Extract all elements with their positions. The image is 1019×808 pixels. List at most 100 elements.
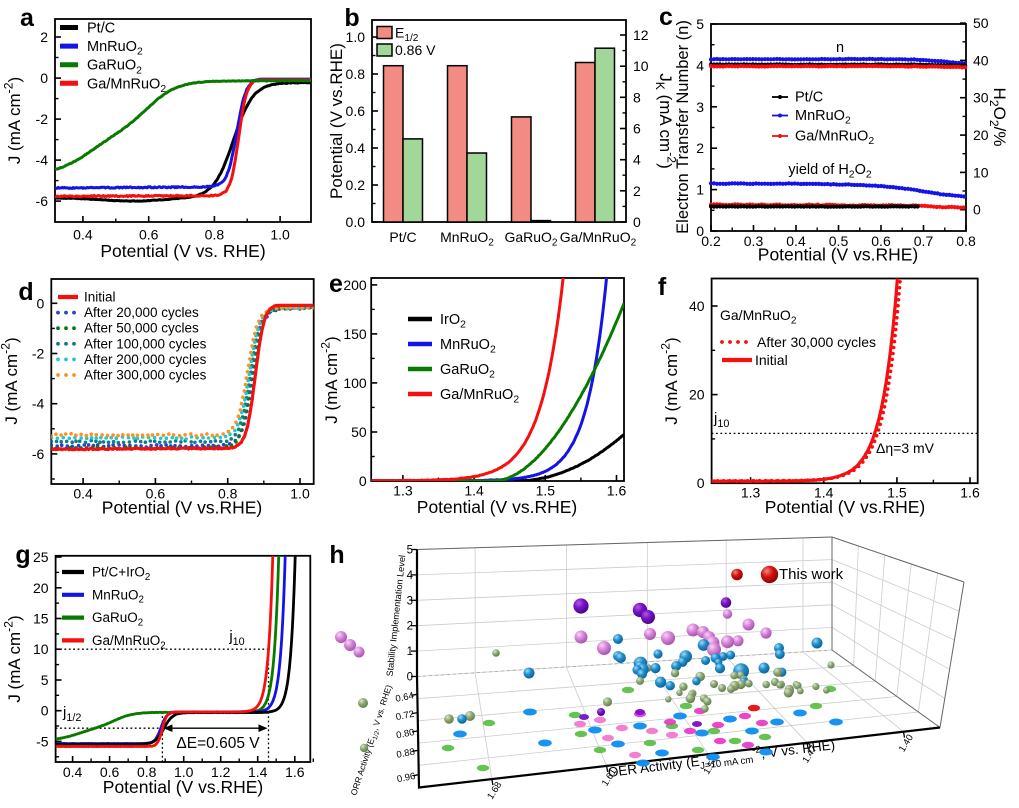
svg-text:e: e [329,270,343,298]
svg-text:0: 0 [37,295,45,311]
svg-text:30: 30 [973,90,989,106]
svg-text:0: 0 [407,672,413,684]
svg-text:0.8: 0.8 [205,227,225,243]
svg-text:-6: -6 [32,446,45,462]
svg-text:0.0: 0.0 [346,214,366,230]
svg-text:0: 0 [973,202,981,218]
svg-text:GaRuO2: GaRuO2 [92,610,143,628]
svg-text:10: 10 [973,164,989,180]
svg-text:0.86 V: 0.86 V [395,42,436,58]
svg-text:Ga/MnRuO2: Ga/MnRuO2 [795,129,874,148]
svg-text:Pt/C: Pt/C [795,90,823,106]
svg-text:20: 20 [689,387,705,403]
svg-text:MnRuO2: MnRuO2 [795,108,851,127]
svg-text:1.3: 1.3 [393,483,413,499]
svg-text:1.5: 1.5 [887,485,907,501]
svg-text:0.64: 0.64 [395,690,415,704]
svg-text:1.0: 1.0 [346,29,366,45]
svg-text:2: 2 [696,140,704,156]
svg-text:1.6: 1.6 [285,764,305,780]
svg-text:1.6: 1.6 [607,483,627,499]
svg-text:GaRuO2: GaRuO2 [87,58,142,77]
svg-text:j1/2: j1/2 [62,704,81,724]
svg-text:0.6: 0.6 [100,764,120,780]
svg-text:40: 40 [973,52,989,68]
svg-text:MnRuO2: MnRuO2 [440,337,496,356]
svg-text:Ga/MnRuO2: Ga/MnRuO2 [87,76,166,95]
svg-text:2: 2 [407,621,413,633]
svg-text:4: 4 [696,57,704,73]
svg-text:0: 0 [40,70,48,86]
svg-text:15: 15 [33,611,49,627]
svg-text:0.2: 0.2 [346,177,366,193]
svg-text:g: g [15,541,30,569]
svg-text:MnRuO2: MnRuO2 [440,229,494,249]
svg-text:ΔE=0.605 V: ΔE=0.605 V [176,735,260,752]
svg-text:1.4: 1.4 [464,483,484,499]
svg-text:0.4: 0.4 [63,764,83,780]
svg-text:1.2: 1.2 [211,764,231,780]
svg-text:1: 1 [696,182,704,198]
svg-text:0: 0 [696,223,704,239]
svg-text:0: 0 [697,475,705,491]
svg-text:0.3: 0.3 [744,233,764,249]
svg-text:GaRuO2: GaRuO2 [504,229,557,249]
svg-text:25: 25 [33,549,49,565]
svg-text:0.80: 0.80 [395,727,415,741]
svg-text:Potential (V vs.RHE): Potential (V vs.RHE) [102,498,262,518]
svg-text:This work: This work [779,566,844,583]
svg-text:1.0: 1.0 [290,486,310,502]
svg-text:1.0: 1.0 [270,227,290,243]
svg-text:2: 2 [40,29,48,45]
svg-text:0.6: 0.6 [146,486,166,502]
svg-text:b: b [344,4,359,32]
svg-text:200: 200 [343,277,367,293]
svg-text:JK (mA cm-2): JK (mA cm-2) [653,73,679,169]
svg-text:1.4: 1.4 [814,485,834,501]
svg-text:0.6: 0.6 [871,233,891,249]
svg-text:H2O2/%: H2O2/% [987,88,1009,147]
svg-text:1.6: 1.6 [960,485,980,501]
svg-text:E1/2: E1/2 [395,25,419,45]
svg-text:-2: -2 [36,111,49,127]
svg-text:3: 3 [407,595,413,607]
svg-text:Pt/C: Pt/C [389,229,416,245]
svg-text:0.6: 0.6 [346,103,366,119]
svg-text:1: 1 [407,646,413,658]
svg-text:Potential (V vs.RHE): Potential (V vs.RHE) [327,43,346,199]
svg-text:0.4: 0.4 [786,233,806,249]
svg-text:J (mA cm-2): J (mA cm-2) [0,337,21,424]
svg-text:10: 10 [33,641,49,657]
svg-text:J (mA cm-2): J (mA cm-2) [658,337,681,424]
svg-text:150: 150 [343,326,367,342]
svg-text:-5: -5 [36,733,49,749]
svg-text:After 100,000 cycles: After 100,000 cycles [84,336,207,351]
svg-text:4: 4 [407,570,414,582]
svg-text:0: 0 [633,214,641,230]
svg-text:Potential (V vs.RHE): Potential (V vs.RHE) [758,245,918,265]
svg-text:5: 5 [407,545,413,557]
svg-text:1.5: 1.5 [536,483,556,499]
svg-text:MnRuO2: MnRuO2 [92,587,144,605]
svg-text:Potential (V vs. RHE): Potential (V vs. RHE) [100,241,265,261]
svg-text:After 200,000 cycles: After 200,000 cycles [84,352,207,367]
svg-text:2: 2 [633,183,641,199]
svg-text:Ga/MnRuO2: Ga/MnRuO2 [720,307,797,327]
svg-text:50: 50 [973,15,989,31]
svg-text:3: 3 [696,99,704,115]
svg-text:c: c [659,3,673,31]
svg-text:0.2: 0.2 [701,233,721,249]
svg-text:20: 20 [33,580,49,596]
svg-text:Ga/MnRuO2: Ga/MnRuO2 [440,387,519,406]
svg-text:12: 12 [633,27,649,43]
svg-text:Potential (V vs.RHE): Potential (V vs.RHE) [765,497,925,517]
svg-text:Pt/C+IrO2: Pt/C+IrO2 [92,565,150,583]
svg-text:100: 100 [343,375,367,391]
svg-text:-2: -2 [32,346,45,362]
svg-text:Electron Transfer Number (n): Electron Transfer Number (n) [674,20,692,234]
svg-text:GaRuO2: GaRuO2 [440,362,495,381]
svg-text:1.0: 1.0 [174,764,194,780]
svg-text:J (mA cm-2): J (mA cm-2) [1,77,24,164]
svg-text:0.7: 0.7 [914,233,934,249]
svg-text:0.96: 0.96 [396,771,416,785]
